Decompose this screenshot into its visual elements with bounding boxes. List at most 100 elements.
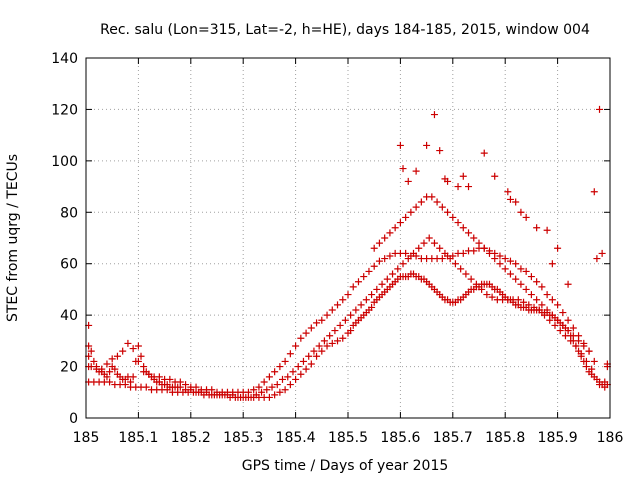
data-point <box>106 368 114 376</box>
data-point <box>514 296 522 304</box>
data-point <box>501 265 509 273</box>
data-point <box>263 386 271 394</box>
data-point <box>265 373 273 381</box>
data-point <box>512 275 520 283</box>
data-point <box>590 357 598 365</box>
data-point <box>381 255 389 263</box>
x-tick-label: 185 <box>73 430 100 446</box>
x-tick-label: 185.8 <box>485 430 525 446</box>
data-point <box>504 188 512 196</box>
data-point <box>265 393 273 401</box>
data-point <box>252 391 260 399</box>
data-point <box>512 260 520 268</box>
data-point <box>368 303 376 311</box>
data-point <box>598 249 606 257</box>
data-point <box>289 368 297 376</box>
data-point <box>90 357 98 365</box>
data-point <box>517 265 525 273</box>
data-point <box>548 260 556 268</box>
data-point <box>87 347 95 355</box>
data-point <box>166 375 174 383</box>
data-point <box>527 273 535 281</box>
data-point <box>559 321 567 329</box>
data-point <box>368 291 376 299</box>
data-point <box>362 296 370 304</box>
x-axis-label: GPS time / Days of year 2015 <box>242 458 449 474</box>
data-point <box>407 208 415 216</box>
data-point <box>533 224 541 232</box>
data-point <box>375 239 383 247</box>
data-point <box>585 347 593 355</box>
data-point <box>480 149 488 157</box>
data-point <box>564 280 572 288</box>
x-axis-ticks: 185 185.1 185.2 185.3 185.4 185.5 185.6 185.7 18… <box>73 58 624 446</box>
data-point <box>441 249 449 257</box>
data-point <box>438 203 446 211</box>
data-point <box>394 265 402 273</box>
data-point <box>331 327 339 335</box>
data-point <box>347 311 355 319</box>
data-point <box>561 332 569 340</box>
data-point <box>538 283 546 291</box>
data-point <box>113 352 121 360</box>
data-point <box>588 365 596 373</box>
data-point <box>396 219 404 227</box>
data-point <box>522 213 530 221</box>
data-point <box>276 388 284 396</box>
data-point <box>488 293 496 301</box>
data-point <box>506 195 514 203</box>
data-point <box>347 327 355 335</box>
data-point <box>525 301 533 309</box>
data-point <box>582 357 590 365</box>
data-point <box>313 352 321 360</box>
data-point <box>454 183 462 191</box>
data-point <box>344 291 352 299</box>
data-point <box>292 342 300 350</box>
data-point <box>564 316 572 324</box>
data-point <box>155 373 163 381</box>
data-point <box>444 208 452 216</box>
data-point <box>318 347 326 355</box>
data-point <box>580 342 588 350</box>
data-point <box>556 327 564 335</box>
x-tick-label: 185.9 <box>538 430 578 446</box>
data-point <box>433 198 441 206</box>
data-point <box>271 391 279 399</box>
data-point <box>142 383 150 391</box>
y-tick-label: 140 <box>51 51 78 67</box>
data-point <box>527 291 535 299</box>
data-point <box>297 334 305 342</box>
data-point <box>596 381 604 389</box>
data-point <box>430 239 438 247</box>
data-point <box>512 198 520 206</box>
x-tick-label: 185.3 <box>223 430 263 446</box>
data-point <box>137 352 145 360</box>
data-point <box>420 239 428 247</box>
data-point <box>391 224 399 232</box>
data-point <box>530 303 538 311</box>
data-point <box>221 391 229 399</box>
data-point <box>192 383 200 391</box>
data-point <box>129 345 137 353</box>
data-point <box>436 244 444 252</box>
data-point <box>436 147 444 155</box>
data-point <box>328 339 336 347</box>
data-point <box>386 229 394 237</box>
data-point <box>575 337 583 345</box>
y-tick-label: 100 <box>51 154 78 170</box>
data-points <box>85 105 611 401</box>
data-point <box>268 383 276 391</box>
data-point <box>244 388 252 396</box>
data-point <box>328 306 336 314</box>
y-tick-label: 40 <box>60 308 78 324</box>
x-tick-label: 186 <box>597 430 624 446</box>
data-point <box>457 265 465 273</box>
data-point <box>533 296 541 304</box>
data-point <box>485 249 493 257</box>
data-point <box>569 332 577 340</box>
data-point <box>365 267 373 275</box>
data-point <box>402 249 410 257</box>
data-point <box>554 316 562 324</box>
data-point <box>276 363 284 371</box>
